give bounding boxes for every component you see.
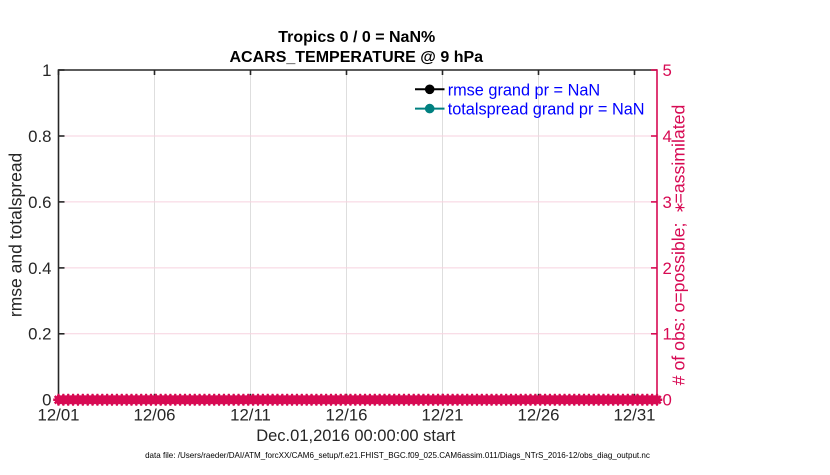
svg-text:0.6: 0.6 <box>28 193 51 212</box>
svg-text:rmse grand pr = NaN: rmse grand pr = NaN <box>448 81 600 99</box>
svg-text:0: 0 <box>663 391 672 410</box>
svg-text:12/06: 12/06 <box>134 405 176 424</box>
svg-text:3: 3 <box>663 193 672 212</box>
svg-text:5: 5 <box>663 61 672 80</box>
svg-text:4: 4 <box>663 127 672 146</box>
svg-text:1: 1 <box>663 325 672 344</box>
svg-text:Tropics 0 / 0 = NaN%: Tropics 0 / 0 = NaN% <box>278 29 435 46</box>
svg-text:totalspread grand pr = NaN: totalspread grand pr = NaN <box>448 101 645 119</box>
svg-text:12/01: 12/01 <box>38 405 80 424</box>
svg-text:12/16: 12/16 <box>326 405 368 424</box>
svg-text:2: 2 <box>663 259 672 278</box>
svg-text:0.4: 0.4 <box>28 259 51 278</box>
svg-text:12/21: 12/21 <box>422 405 464 424</box>
svg-text:0: 0 <box>42 391 51 410</box>
svg-text:ACARS_TEMPERATURE @ 9 hPa: ACARS_TEMPERATURE @ 9 hPa <box>229 49 483 66</box>
svg-text:# of obs: o=possible; ∗=assimi: # of obs: o=possible; ∗=assimilated <box>669 105 689 386</box>
svg-text:12/26: 12/26 <box>518 405 560 424</box>
svg-text:12/11: 12/11 <box>230 405 271 424</box>
svg-text:1: 1 <box>42 61 51 80</box>
svg-text:Dec.01,2016 00:00:00 start: Dec.01,2016 00:00:00 start <box>256 427 455 445</box>
svg-text:data file: /Users/raeder/DAI/A: data file: /Users/raeder/DAI/ATM_forcXX/… <box>145 451 650 460</box>
svg-text:rmse and totalspread: rmse and totalspread <box>6 153 26 317</box>
svg-text:12/31: 12/31 <box>614 405 656 424</box>
svg-text:0.8: 0.8 <box>28 127 51 146</box>
svg-text:0.2: 0.2 <box>28 325 51 344</box>
